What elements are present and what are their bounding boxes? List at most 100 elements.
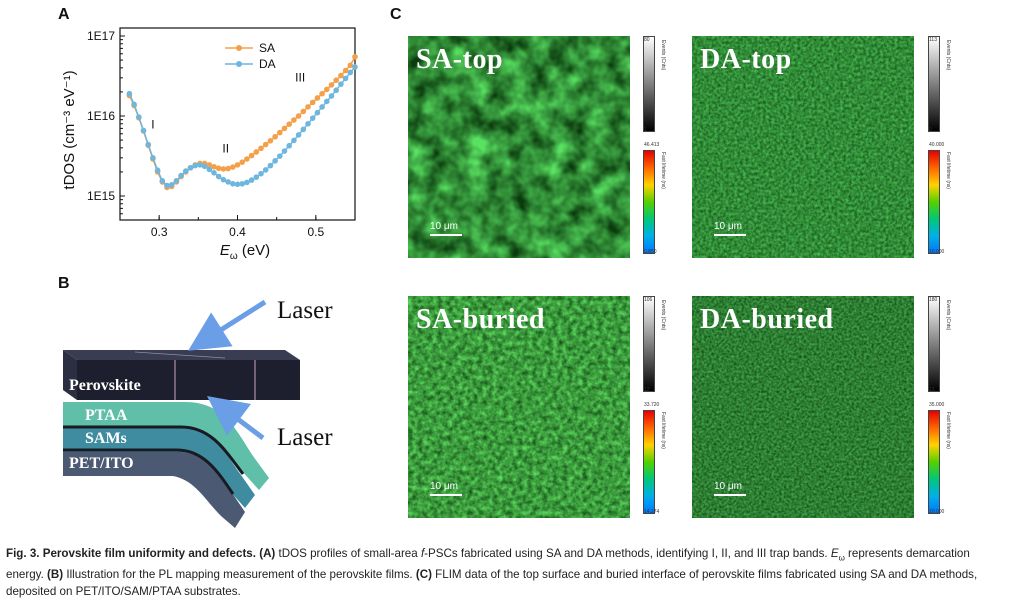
- lifetime-max: 40.000: [929, 142, 945, 148]
- colorbar-group: 180 13 Events (Cnts) 35.000 10.000 Fast …: [928, 296, 958, 518]
- data-point-sa: [333, 77, 340, 84]
- laser-arrow-bottom: [207, 396, 265, 440]
- data-point-da: [277, 153, 283, 159]
- data-point-da: [319, 104, 325, 110]
- lifetime-colorbar: [928, 150, 940, 254]
- y-tick-label: 1E16: [87, 109, 115, 123]
- caption-a-label: (A): [259, 547, 276, 560]
- data-point-da: [230, 181, 236, 187]
- legend-marker: [236, 61, 242, 67]
- caption-c-label: (C): [415, 568, 432, 582]
- scale-bar: 10 μm: [714, 481, 746, 496]
- data-point-da: [131, 101, 137, 108]
- data-point-sa: [352, 53, 358, 60]
- data-point-da: [338, 81, 344, 87]
- x-tick-label: 0.4: [229, 225, 246, 239]
- data-point-da: [164, 182, 170, 189]
- data-point-sa: [239, 159, 245, 165]
- events-title: Events (Cnts): [945, 300, 951, 331]
- data-point-sa: [314, 95, 321, 101]
- data-point-da: [211, 169, 217, 176]
- flim-image-sa-top: SA-top 10 μm: [408, 36, 630, 258]
- events-title: Events (Cnts): [660, 300, 666, 331]
- flim-label: DA-top: [700, 44, 792, 75]
- data-point-sa: [300, 108, 307, 115]
- events-min: 1: [644, 127, 647, 133]
- data-point-da: [295, 132, 302, 138]
- data-point-sa: [309, 99, 316, 106]
- scale-bar: 10 μm: [430, 221, 462, 236]
- data-point-sa: [286, 121, 292, 127]
- data-point-da: [197, 162, 203, 168]
- data-point-da: [248, 177, 255, 183]
- flim-label: SA-buried: [416, 304, 545, 335]
- data-point-da: [126, 90, 133, 97]
- x-tick-label: 0.5: [307, 225, 324, 239]
- data-point-da: [136, 114, 142, 120]
- data-point-da: [352, 64, 358, 70]
- data-point-da: [145, 141, 151, 148]
- events-min: 12: [644, 387, 650, 393]
- trap-band-label: I: [151, 117, 154, 131]
- lifetime-min: 10.000: [929, 509, 945, 515]
- colorbar-group: 113 0 Events (Cnts) 40.000 10.000 Fast l…: [928, 36, 958, 258]
- data-point-sa: [324, 86, 330, 93]
- caption-e-omega: E: [830, 547, 839, 560]
- data-point-sa: [253, 149, 260, 155]
- events-colorbar: [928, 296, 940, 392]
- data-point-da: [244, 179, 250, 186]
- y-tick-label: 1E15: [87, 189, 115, 203]
- series-line-da: [128, 66, 356, 187]
- data-point-da: [342, 75, 349, 82]
- lifetime-colorbar: [643, 150, 655, 254]
- data-point-da: [267, 162, 274, 169]
- data-point-sa: [262, 141, 269, 148]
- data-point-da: [187, 165, 194, 171]
- series-line-sa: [128, 56, 356, 189]
- flim-label: DA-buried: [700, 304, 834, 335]
- caption-text: FLIM data of the top surface and buried …: [6, 568, 978, 599]
- caption-text: -PSCs fabricated using SA and DA methods…: [424, 547, 831, 560]
- flim-image-da-buried: DA-buried 10 μm: [692, 296, 914, 518]
- data-point-da: [192, 162, 198, 169]
- flim-image-da-top: DA-top 10 μm: [692, 36, 914, 258]
- laser-arrow-top: [188, 299, 267, 351]
- data-point-da: [220, 176, 227, 183]
- events-min: 0: [929, 127, 932, 133]
- data-point-da: [328, 93, 335, 99]
- sams-label: SAMs: [85, 430, 127, 447]
- data-point-da: [305, 120, 311, 127]
- data-point-da: [324, 98, 330, 105]
- lifetime-min: 14.274: [644, 509, 660, 515]
- caption-omega: ω: [838, 553, 845, 563]
- lifetime-title: Fast lifetime (ns): [660, 152, 666, 189]
- legend-label: SA: [259, 41, 275, 55]
- chart-series: [126, 53, 358, 191]
- caption-text: Illustration for the PL mapping measurem…: [63, 568, 416, 582]
- colorbar-group: 106 12 Events (Cnts) 33.720 14.274 Fast …: [643, 296, 673, 518]
- figure-caption: Fig. 3. Perovskite film uniformity and d…: [6, 545, 1006, 600]
- data-point-sa: [230, 164, 236, 170]
- data-point-da: [206, 166, 213, 173]
- data-point-sa: [328, 82, 335, 88]
- data-point-da: [272, 158, 278, 164]
- data-point-da: [168, 182, 175, 188]
- events-colorbar: [643, 296, 655, 392]
- data-point-sa: [225, 165, 231, 172]
- caption-text: tDOS profiles of small-area: [275, 547, 421, 560]
- data-point-da: [154, 167, 161, 174]
- pet-ito-layer: [63, 448, 245, 528]
- perovskite-layer: [77, 360, 300, 400]
- data-point-sa: [277, 129, 283, 136]
- data-point-da: [225, 179, 231, 185]
- x-axis-label: Eω (eV): [220, 242, 270, 262]
- chart-axes: 0.3 0.4 0.5 1E15 1E16 1E17: [87, 27, 356, 239]
- events-max: 113: [929, 37, 937, 43]
- caption-italic: f: [420, 547, 425, 560]
- data-point-sa: [234, 162, 241, 168]
- data-point-da: [183, 168, 189, 174]
- laser-label-bottom: Laser: [277, 424, 333, 451]
- data-point-sa: [258, 145, 264, 152]
- data-point-sa: [291, 117, 297, 123]
- lifetime-colorbar: [928, 410, 940, 514]
